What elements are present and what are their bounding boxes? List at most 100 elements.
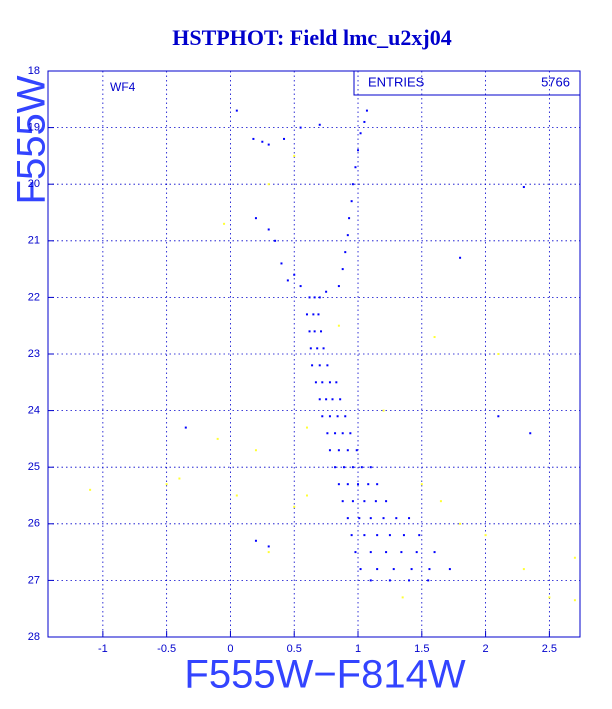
point: [309, 347, 312, 350]
panel-label: WF4: [110, 80, 136, 94]
point: [369, 579, 372, 582]
point: [346, 483, 349, 486]
point: [342, 466, 345, 469]
point: [365, 109, 368, 112]
point: [350, 534, 353, 537]
point: [573, 556, 576, 559]
x-tick-label: -1: [98, 643, 108, 655]
plot-frame: [47, 70, 581, 638]
point: [351, 183, 354, 186]
point: [341, 268, 344, 271]
point: [357, 483, 360, 486]
point: [320, 330, 323, 333]
point: [420, 483, 423, 486]
point: [267, 228, 270, 231]
point: [331, 398, 334, 401]
point: [335, 381, 338, 384]
point: [351, 466, 354, 469]
y-tick-label: 22: [28, 291, 40, 303]
point: [317, 313, 320, 316]
point: [334, 466, 337, 469]
point: [252, 137, 255, 140]
point: [325, 398, 328, 401]
point: [267, 143, 270, 146]
y-tick-label: 25: [28, 461, 40, 473]
x-tick-label: 1.5: [414, 643, 429, 655]
point: [318, 398, 321, 401]
point: [293, 505, 296, 508]
point: [382, 409, 385, 412]
point: [376, 483, 379, 486]
point: [286, 279, 289, 282]
point: [254, 449, 257, 452]
chart-title: HSTPHOT: Field lmc_u2xj04: [172, 25, 451, 50]
point: [321, 415, 324, 418]
point: [415, 551, 418, 554]
point: [274, 239, 277, 242]
point: [311, 364, 314, 367]
y-tick-label: 23: [28, 348, 40, 360]
point: [346, 234, 349, 237]
point: [363, 534, 366, 537]
point: [374, 500, 377, 503]
point: [363, 120, 366, 123]
point: [267, 551, 270, 554]
point: [357, 149, 360, 152]
point: [385, 500, 388, 503]
point: [184, 426, 187, 429]
y-tick-label: 20: [28, 178, 40, 190]
point: [369, 466, 372, 469]
point: [283, 137, 286, 140]
point: [305, 313, 308, 316]
point: [341, 432, 344, 435]
point: [428, 568, 431, 571]
point: [402, 534, 405, 537]
point: [346, 517, 349, 520]
point: [408, 517, 411, 520]
point: [522, 568, 525, 571]
point: [313, 296, 316, 299]
point: [497, 353, 500, 355]
point: [326, 364, 329, 367]
point: [459, 522, 462, 525]
point: [318, 123, 321, 126]
point: [293, 154, 296, 157]
point: [305, 494, 308, 497]
point: [427, 579, 430, 582]
point: [318, 364, 321, 367]
point: [305, 426, 308, 429]
point: [369, 517, 372, 520]
point: [344, 251, 347, 254]
point: [336, 415, 339, 418]
point: [293, 273, 296, 276]
point: [267, 183, 270, 186]
x-tick-label: 2: [483, 643, 489, 655]
point: [376, 534, 379, 537]
point: [385, 551, 388, 554]
point: [573, 599, 576, 602]
point: [328, 415, 331, 418]
point: [369, 551, 372, 554]
point: [354, 166, 357, 169]
point: [322, 347, 325, 350]
point: [355, 449, 358, 452]
point: [351, 500, 354, 503]
point: [337, 324, 340, 327]
y-tick-label: 18: [28, 65, 40, 77]
point: [337, 449, 340, 452]
x-axis-label: F555W−F814W: [184, 653, 465, 697]
x-tick-label: 0.5: [287, 643, 302, 655]
point: [337, 285, 340, 288]
point: [337, 483, 340, 486]
point: [223, 222, 226, 225]
y-tick-label: 27: [28, 574, 40, 586]
point: [395, 517, 398, 520]
point: [367, 483, 370, 486]
point: [410, 568, 413, 571]
point: [522, 186, 525, 189]
point: [350, 200, 353, 203]
point: [318, 296, 321, 299]
point: [267, 545, 270, 548]
point: [326, 432, 329, 435]
